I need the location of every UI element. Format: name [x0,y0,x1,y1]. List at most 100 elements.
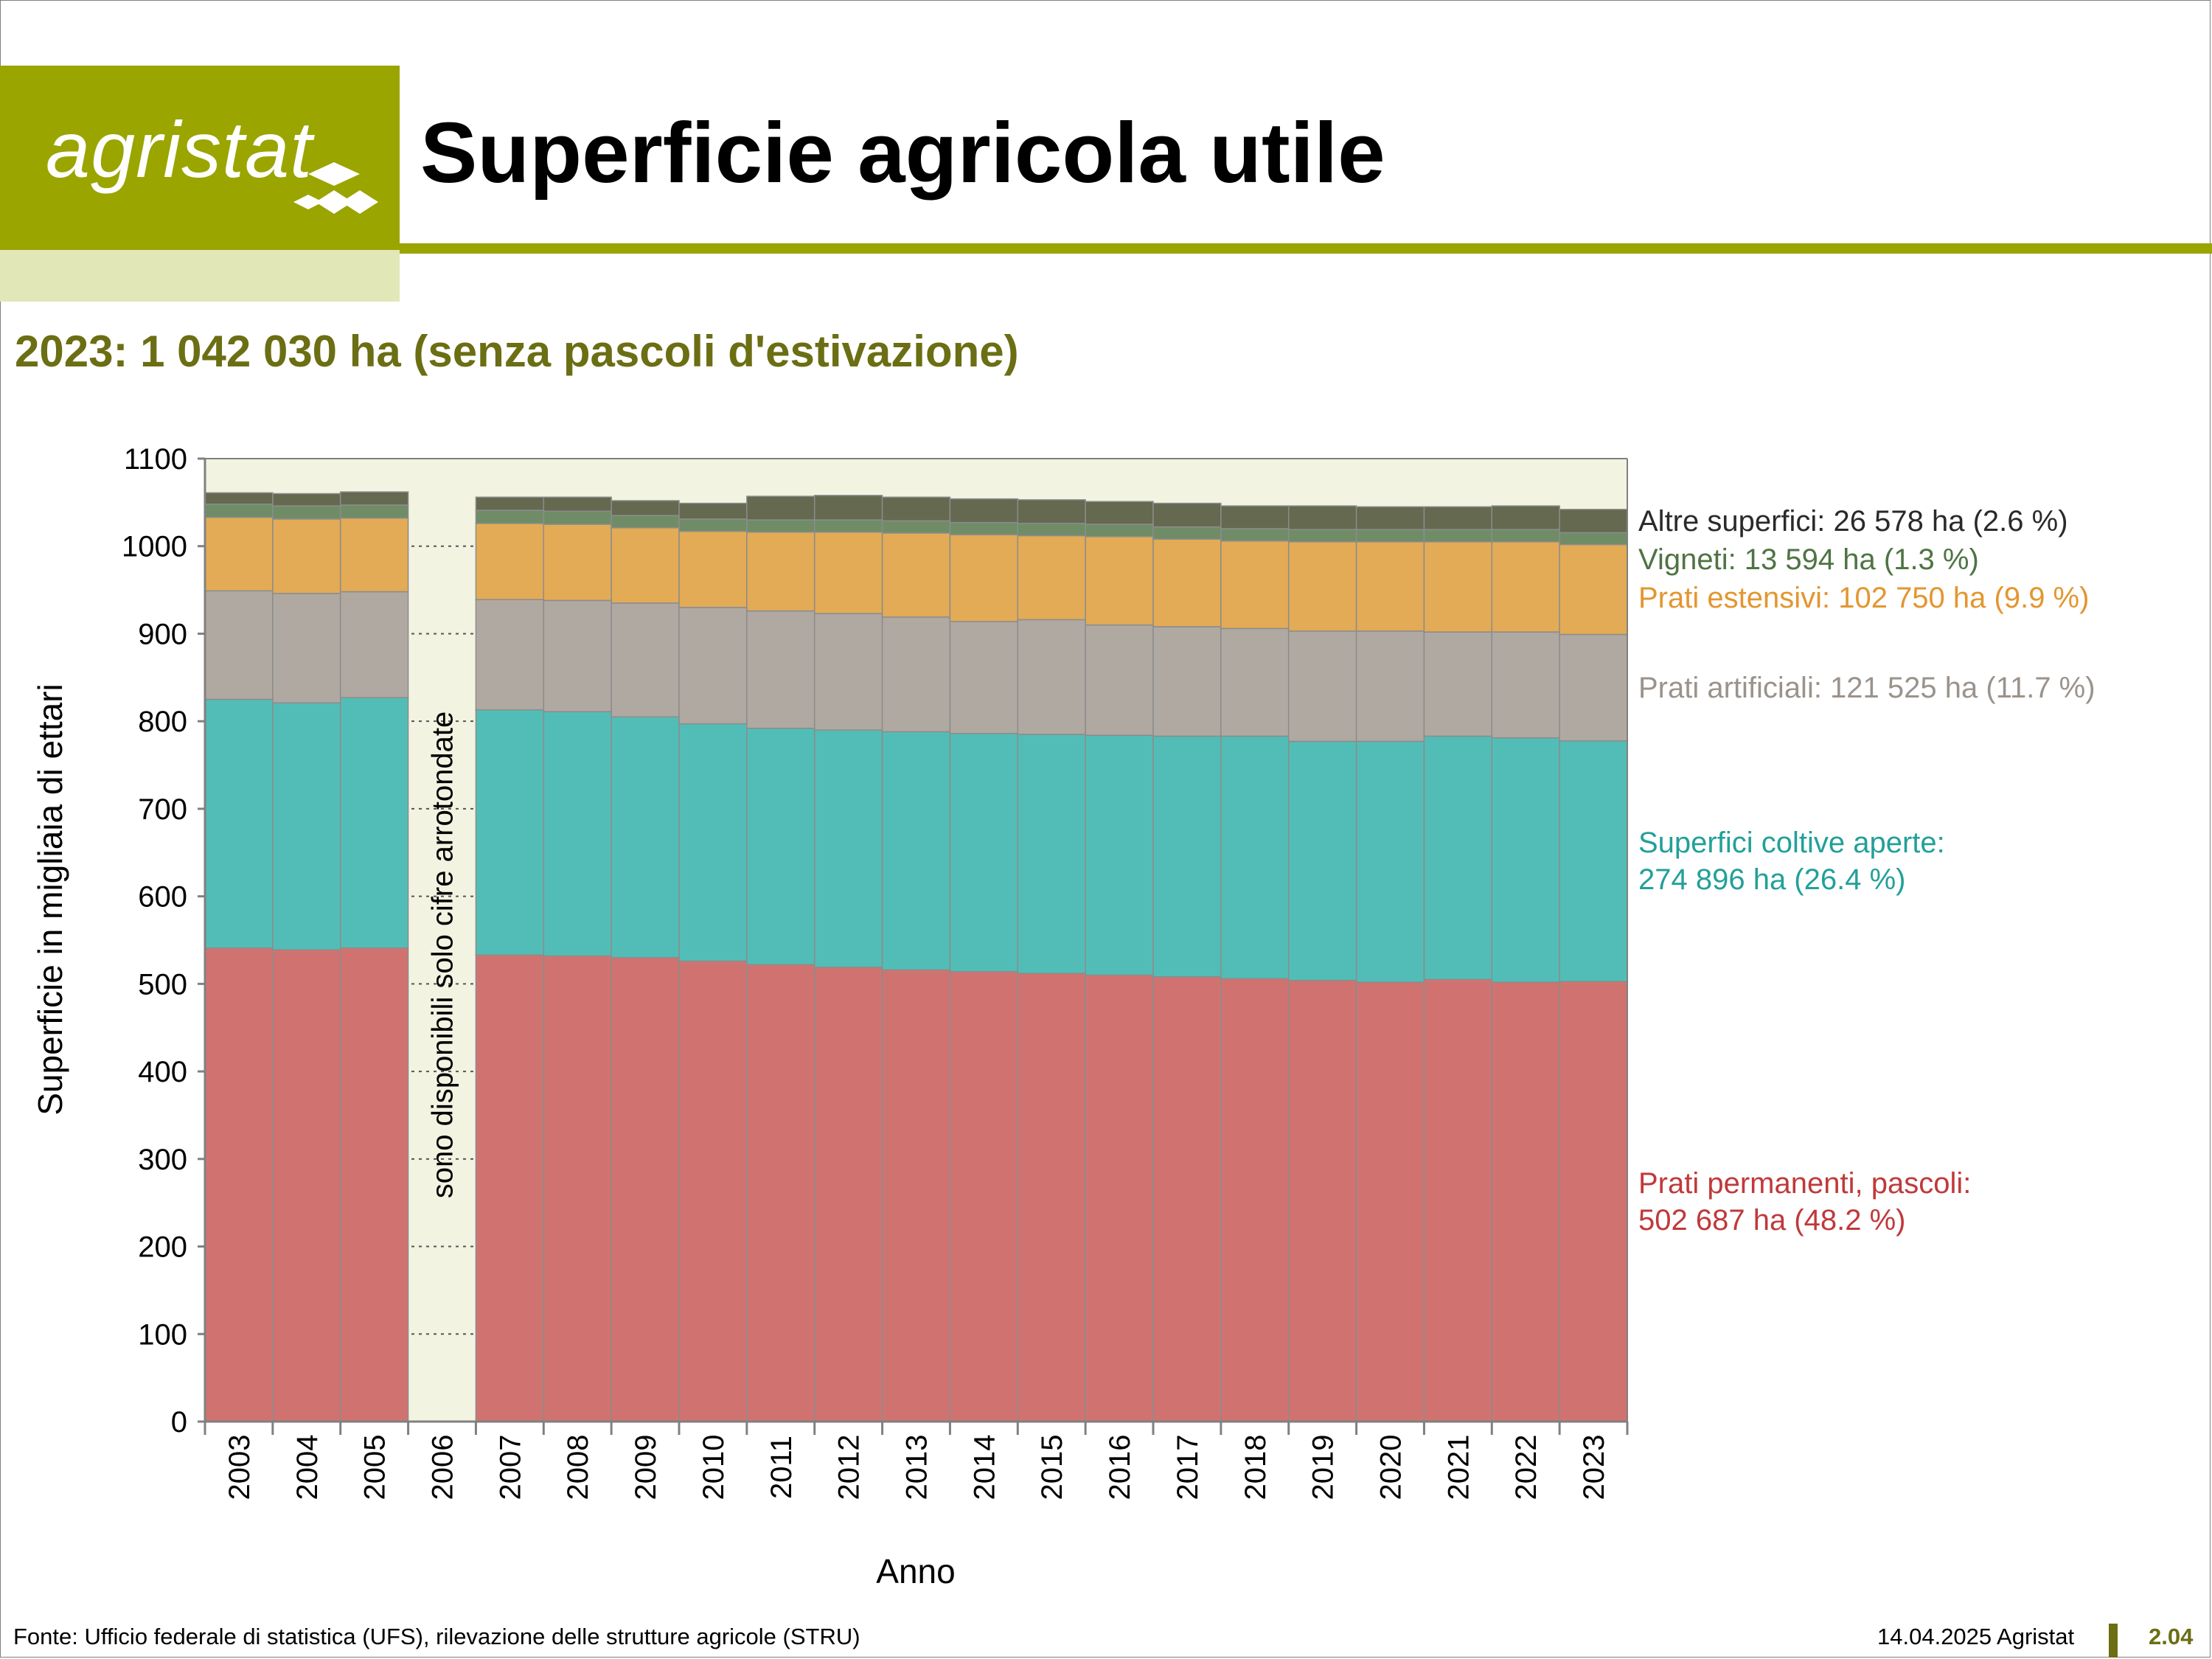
bar-segment [475,599,545,711]
bar-segment [1085,501,1154,525]
bar-segment [746,964,815,1422]
x-tick-label: 2013 [901,1435,933,1500]
rounded-figures-note: sono disponibili solo cifre arrotondate [427,712,459,1198]
series-label-line: Prati artificiali: 121 525 ha (11.7 %) [1638,671,2096,704]
bar-segment [475,509,545,524]
x-tick-label: 2012 [833,1435,866,1500]
series-label-line: 274 896 ha (26.4 %) [1638,863,1906,896]
x-tick-label: 2007 [494,1435,526,1500]
y-tick-label: 1000 [122,531,187,563]
y-tick-label: 300 [138,1144,187,1176]
bar-segment [204,947,274,1422]
bar-segment [1423,735,1493,981]
bar-segment [678,530,748,608]
bar-segment [475,709,545,956]
bar-segment [204,698,274,949]
bar-segment [1220,528,1290,542]
bar-segment [1423,529,1493,543]
bar-segment [678,960,748,1422]
bar-segment [1220,505,1290,529]
y-tick-label: 500 [138,968,187,1001]
bar-segment [813,729,883,968]
bar-segment [813,613,883,731]
bar-segment [272,949,341,1422]
bar-segment [949,498,1019,524]
bar-segment [204,492,274,505]
bar-segment [1491,631,1560,739]
bar-segment [1559,633,1628,742]
series-label: Superfici coltive aperte: 274 896 ha (26.… [1638,824,1945,898]
bar-segment [813,531,883,614]
series-label-line: 502 687 ha (48.2 %) [1638,1203,1906,1237]
x-tick-label: 2022 [1510,1435,1543,1500]
bar-segment [1017,499,1086,524]
series-label: Prati artificiali: 121 525 ha (11.7 %) [1638,669,2096,706]
x-tick-label: 2003 [223,1435,256,1500]
bar-segment [1423,978,1493,1422]
bar-segment [611,602,680,717]
bar-segment [1220,540,1290,630]
series-label-line: Prati permanenti, pascoli: [1638,1166,1972,1200]
bar-segment [678,518,748,532]
x-tick-label: 2017 [1172,1435,1204,1500]
bar-segment [813,495,883,521]
bar-segment [1220,735,1290,979]
y-tick-label: 200 [138,1231,187,1264]
bar-segment [1017,734,1086,974]
bar-segment [204,590,274,700]
bar-segment [1152,735,1222,978]
x-tick-label: 2008 [562,1435,594,1500]
y-tick-label: 900 [138,618,187,650]
bar-segment [746,727,815,965]
bar-segment [1423,506,1493,530]
x-tick-label: 2004 [291,1435,324,1500]
bar-segment [1559,981,1628,1422]
bar-segment [1355,740,1425,983]
bar-segment [611,956,680,1422]
bar-segment [881,969,951,1422]
series-label-line: Altre superfici: 26 578 ha (2.6 %) [1638,504,2068,538]
y-tick-label: 100 [138,1318,187,1351]
page-subtitle: 2023: 1 042 030 ha (senza pascoli d'esti… [15,327,1019,376]
x-tick-label: 2009 [630,1435,662,1500]
y-tick-label: 800 [138,706,187,738]
bar-segment [543,711,612,957]
bar-segment [543,510,612,525]
bar-segment [1355,506,1425,530]
bar-segment [475,954,545,1422]
x-tick-label: 2018 [1239,1435,1272,1500]
bar-segment [1287,529,1357,543]
bar-segment [475,523,545,600]
bar-segment [881,496,951,522]
bar-segment [272,702,341,950]
y-tick-label: 400 [138,1056,187,1088]
x-tick-label: 2019 [1307,1435,1340,1500]
bar-segment [1287,541,1357,632]
bar-segment [678,723,748,962]
x-axis-label: Anno [876,1552,956,1590]
bar-segment [204,516,274,592]
page-title: Superficie agricola utile [420,105,1385,201]
bar-segment [813,519,883,533]
x-tick-label: 2014 [968,1435,1001,1500]
bar-segment [746,495,815,521]
series-label-line: Prati estensivi: 102 750 ha (9.9 %) [1638,581,2090,614]
x-tick-label: 2023 [1578,1435,1610,1500]
bar-segment [1491,737,1560,983]
logo-text: agristat [46,105,313,194]
bar-segment [1355,630,1425,742]
bar-segment [949,534,1019,622]
bar-segment [1491,505,1560,530]
series-label-line: Vigneti: 13 594 ha (1.3 %) [1638,543,1979,576]
bar-segment [949,621,1019,734]
bar-segment [1152,502,1222,528]
x-tick-label: 2021 [1442,1435,1475,1500]
bar-segment [339,947,409,1422]
bar-segment [611,716,680,959]
bar-segment [1423,541,1493,633]
bar-segment [1491,981,1560,1422]
bar-segment [543,955,612,1422]
bar-segment [1355,981,1425,1422]
bar-segment [1559,740,1628,982]
bar-segment [339,504,409,519]
